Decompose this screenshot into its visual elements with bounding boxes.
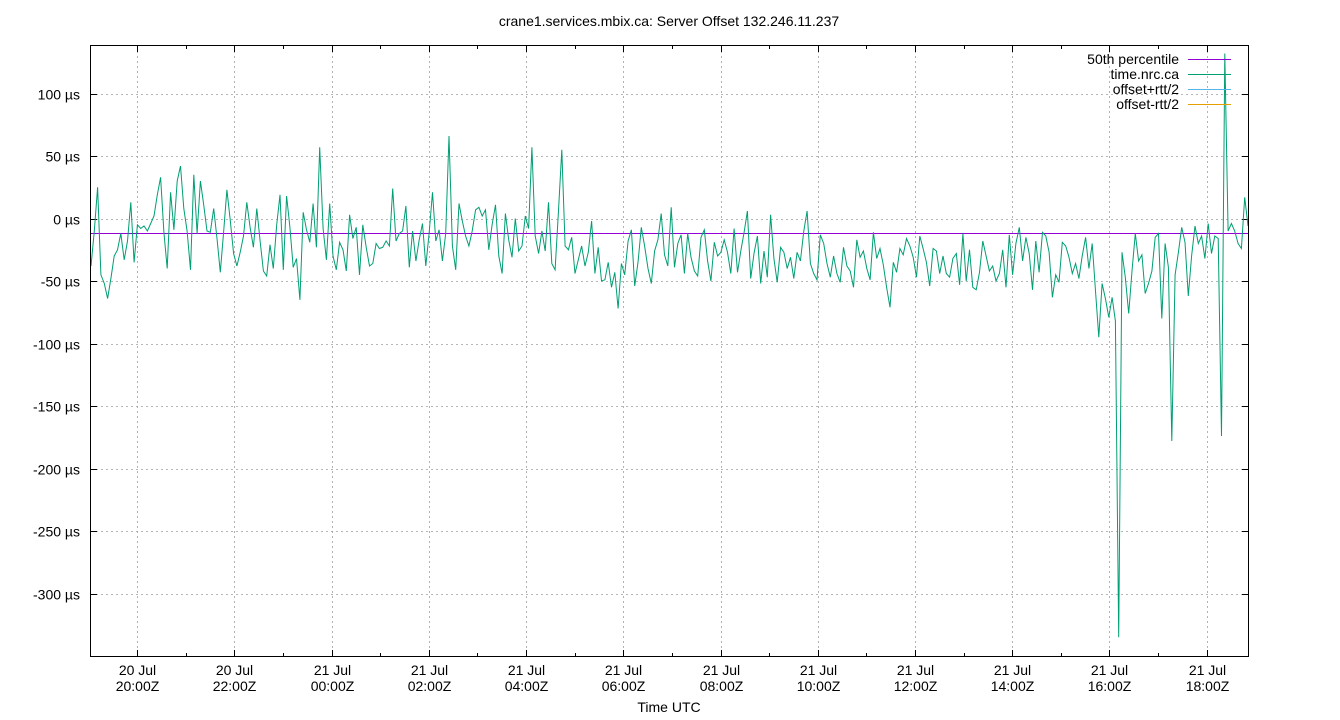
- legend-label: offset+rtt/2: [1113, 81, 1179, 97]
- x-tick-date: 21 Jul: [897, 662, 934, 678]
- x-tick-time: 00:00Z: [311, 678, 355, 694]
- x-tick-date: 21 Jul: [994, 662, 1031, 678]
- x-tick-date: 20 Jul: [119, 662, 156, 678]
- y-tick-label: -50 µs: [41, 274, 80, 290]
- y-tick-label: -100 µs: [33, 337, 80, 353]
- x-tick-time: 10:00Z: [797, 678, 841, 694]
- series-lines: [91, 53, 1248, 638]
- grid: [91, 46, 1248, 656]
- x-tick-date: 21 Jul: [314, 662, 351, 678]
- x-tick-time: 04:00Z: [505, 678, 549, 694]
- x-tick-date: 21 Jul: [1091, 662, 1128, 678]
- y-tick-label: -150 µs: [33, 399, 80, 415]
- y-axis-ticks: 100 µs 50 µs 0 µs -50 µs -100 µs -150 µs -200 …: [33, 87, 1248, 603]
- x-tick-date: 21 Jul: [703, 662, 740, 678]
- legend-label: 50th percentile: [1087, 51, 1179, 67]
- x-tick-time: 02:00Z: [408, 678, 452, 694]
- x-tick-date: 21 Jul: [1189, 662, 1226, 678]
- x-tick-time: 16:00Z: [1088, 678, 1132, 694]
- legend: 50th percentiletime.nrc.caoffset+rtt/2of…: [1087, 51, 1231, 112]
- x-tick-date: 21 Jul: [411, 662, 448, 678]
- series-time-nrc-ca-line: [91, 53, 1248, 638]
- x-tick-date: 21 Jul: [605, 662, 642, 678]
- y-tick-label: -200 µs: [33, 462, 80, 478]
- x-tick-time: 06:00Z: [602, 678, 646, 694]
- y-tick-label: 50 µs: [45, 149, 80, 165]
- y-tick-label: 0 µs: [53, 212, 80, 228]
- x-tick-date: 20 Jul: [216, 662, 253, 678]
- y-tick-label: -250 µs: [33, 524, 80, 540]
- y-tick-label: 100 µs: [38, 87, 80, 103]
- x-tick-date: 21 Jul: [800, 662, 837, 678]
- y-tick-label: -300 µs: [33, 587, 80, 603]
- x-tick-time: 18:00Z: [1186, 678, 1230, 694]
- x-tick-time: 08:00Z: [700, 678, 744, 694]
- x-tick-time: 22:00Z: [213, 678, 257, 694]
- x-tick-date: 21 Jul: [508, 662, 545, 678]
- legend-label: time.nrc.ca: [1111, 66, 1180, 82]
- x-tick-time: 14:00Z: [991, 678, 1035, 694]
- chart-title: crane1.services.mbix.ca: Server Offset 1…: [499, 13, 840, 29]
- legend-label: offset-rtt/2: [1116, 96, 1179, 112]
- x-axis-label: Time UTC: [637, 699, 700, 715]
- x-tick-time: 12:00Z: [894, 678, 938, 694]
- x-tick-time: 20:00Z: [116, 678, 160, 694]
- plot-frame: [90, 45, 1249, 657]
